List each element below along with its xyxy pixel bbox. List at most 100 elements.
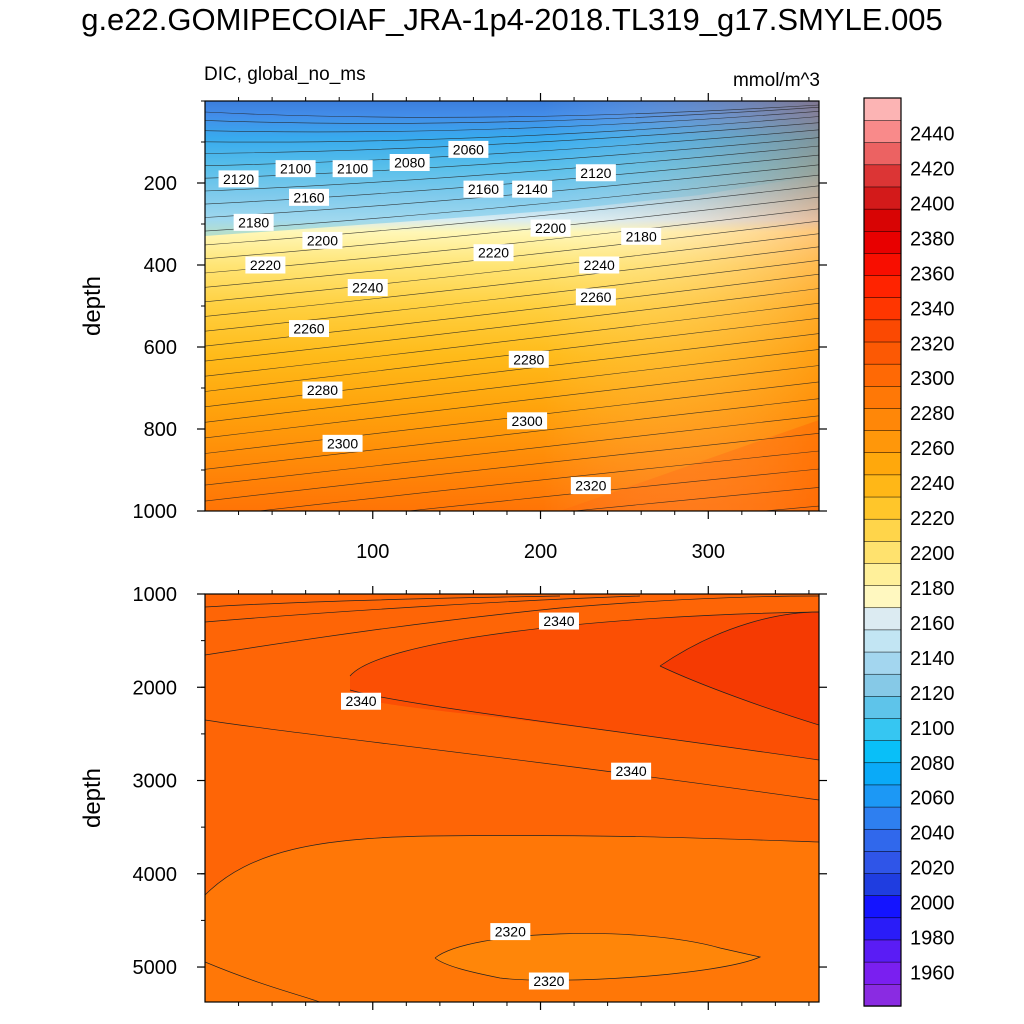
- colorbar-swatch: [863, 607, 902, 631]
- colorbar-swatch: [863, 917, 902, 941]
- colorbar-swatch: [863, 717, 902, 741]
- contour-label: 2320: [490, 923, 531, 941]
- colorbar-label: 2280: [910, 403, 955, 425]
- contour-label-bg: [302, 381, 343, 399]
- contour-label-bg: [245, 256, 286, 274]
- contour-label: 2180: [621, 227, 662, 245]
- contour-label: 2320: [528, 972, 569, 990]
- contour-label-text: 2220: [478, 245, 509, 261]
- colorbar-swatch: [863, 695, 902, 719]
- contour-label-bg: [302, 231, 343, 249]
- y-tick-label: 600: [144, 337, 177, 359]
- contour-label: 2220: [245, 256, 286, 274]
- y-tick-label: 800: [144, 419, 177, 441]
- colorbar-label: 2080: [910, 753, 955, 775]
- colorbar-swatch: [863, 762, 902, 786]
- contour-label-bg: [463, 180, 504, 198]
- units-label: mmol/m^3: [732, 70, 820, 91]
- contour-label-bg: [508, 350, 549, 368]
- upper-contour-line: [256, 450, 819, 511]
- colorbar-swatch: [863, 341, 902, 365]
- lower-core-max: [660, 612, 819, 725]
- colorbar-swatch: [863, 452, 902, 476]
- colorbar-swatch: [863, 97, 902, 121]
- upper-contour-line: [205, 246, 819, 317]
- contour-label: 2100: [332, 160, 373, 178]
- colorbar-label: 2360: [910, 263, 955, 285]
- colorbar-label: 2300: [910, 368, 955, 390]
- contour-label: 2180: [233, 213, 274, 231]
- variable-label: DIC, global_no_ms: [204, 64, 366, 85]
- lower-contour-line: [205, 595, 561, 608]
- contour-label-text: 2120: [580, 165, 611, 181]
- contour-label-text: 2160: [468, 181, 499, 197]
- colorbar-swatch: [863, 142, 902, 166]
- contour-label: 2160: [463, 180, 504, 198]
- contour-label-text: 2340: [543, 613, 574, 629]
- upper-contour-line: [205, 260, 819, 332]
- contour-label: 2120: [575, 164, 616, 182]
- contour-label: 2320: [570, 477, 611, 495]
- upper-contour-line: [205, 525, 819, 582]
- contour-label-bg: [275, 160, 316, 178]
- contour-label-text: 2280: [513, 351, 544, 367]
- colorbar-swatch: [863, 119, 902, 143]
- colorbar-swatch: [863, 363, 902, 387]
- upper-contour-line: [205, 273, 819, 347]
- upper-contour-line: [205, 288, 819, 362]
- lower-contour-line: [205, 595, 819, 656]
- colorbar-label: 2020: [910, 858, 955, 880]
- colorbar-label: 2040: [910, 823, 955, 845]
- upper-contour-line: [205, 185, 819, 246]
- contour-label-text: 2240: [352, 280, 383, 296]
- upper-contour-line: [205, 106, 819, 124]
- contour-label-text: 2200: [535, 220, 566, 236]
- contour-label: 2100: [275, 160, 316, 178]
- lower-contour-lines: [205, 595, 819, 1002]
- contour-label: 2120: [218, 170, 259, 188]
- lower-contour-line: [205, 961, 321, 1002]
- contour-label: 2060: [448, 140, 489, 158]
- contour-label-text: 2080: [394, 155, 425, 171]
- contour-label-text: 2320: [575, 478, 606, 494]
- contour-label: 2160: [289, 188, 330, 206]
- upper-contour-line: [205, 145, 819, 192]
- contour-label-text: 2320: [495, 924, 526, 940]
- colorbar-swatch: [863, 496, 902, 520]
- colorbar-label: 2060: [910, 788, 955, 810]
- upper-contour-line: [205, 233, 819, 303]
- lower-contour-line: [659, 665, 819, 726]
- colorbar-swatch: [863, 164, 902, 188]
- upper-contour-line: [205, 116, 819, 143]
- contour-label-text: 2180: [626, 228, 657, 244]
- contour-label-text: 2300: [512, 413, 543, 429]
- colorbar-swatch: [863, 961, 902, 985]
- colorbar-swatch: [863, 385, 902, 409]
- colorbar-label: 2000: [910, 893, 955, 915]
- contour-label-text: 2280: [307, 382, 338, 398]
- contour-label: 2260: [575, 288, 616, 306]
- contour-label: 2300: [507, 412, 548, 430]
- colorbar-swatch: [863, 673, 902, 697]
- x-tick-label: 300: [692, 541, 725, 563]
- x-tick-label: 200: [524, 541, 557, 563]
- colorbar-swatch: [863, 562, 902, 586]
- colorbar-swatch: [863, 230, 902, 254]
- upper-contour-line: [205, 104, 819, 118]
- colorbar-label: 2140: [910, 648, 955, 670]
- contour-label-bg: [621, 227, 662, 245]
- upper-contour-line: [205, 302, 819, 377]
- lower-contour-line: [659, 611, 819, 667]
- upper-contour-line: [205, 122, 819, 154]
- lower-min-pocket: [435, 933, 760, 981]
- contour-label-bg: [341, 692, 382, 710]
- contour-label-text: 2100: [337, 161, 368, 177]
- contour-label-text: 2060: [453, 141, 484, 157]
- colorbar-label: 2440: [910, 124, 955, 146]
- contour-label-bg: [347, 279, 388, 297]
- contour-label: 2340: [611, 762, 652, 780]
- contour-label-bg: [389, 154, 430, 171]
- y-tick-label: 400: [144, 255, 177, 277]
- contour-label-text: 2220: [250, 257, 281, 273]
